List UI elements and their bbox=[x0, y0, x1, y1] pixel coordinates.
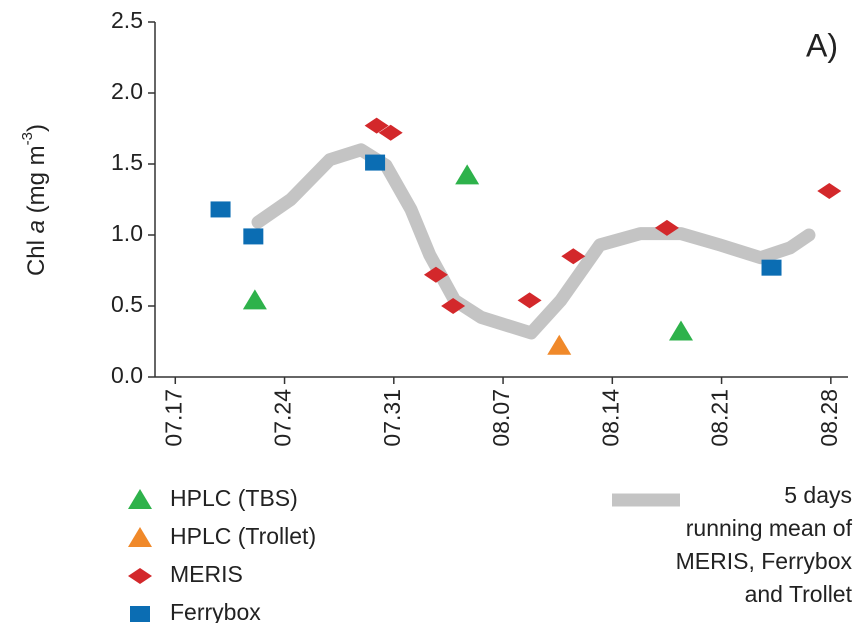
y-label-part: a bbox=[23, 220, 50, 233]
y-label-part: (mg m bbox=[23, 145, 50, 220]
x-tick-label: 07.24 bbox=[270, 389, 296, 447]
square-marker bbox=[761, 259, 782, 276]
diamond-marker bbox=[364, 117, 389, 134]
square-marker bbox=[365, 154, 386, 171]
running-mean-line bbox=[251, 143, 816, 340]
y-label-part: Chl bbox=[23, 233, 50, 276]
legend-label: MERIS bbox=[170, 561, 243, 587]
y-tick-label: 2.5 bbox=[111, 7, 143, 33]
diamond-marker bbox=[561, 248, 586, 265]
diamond-marker bbox=[423, 266, 448, 283]
legend-label: Ferrybox bbox=[170, 599, 261, 623]
diamond-marker bbox=[128, 568, 152, 584]
legend-line-text: running mean of bbox=[686, 515, 853, 541]
legend-label: 5 days running mean of MERIS, Ferrybox and … bbox=[676, 482, 853, 607]
y-tick-label: 0.5 bbox=[111, 291, 143, 317]
square-marker bbox=[130, 606, 150, 622]
x-tick-label: 07.17 bbox=[160, 389, 186, 447]
y-label-part: -3 bbox=[19, 132, 36, 145]
diamond-marker bbox=[378, 124, 403, 141]
y-tick-label: 1.0 bbox=[111, 220, 143, 246]
square-marker bbox=[243, 228, 264, 245]
square-marker bbox=[210, 201, 231, 218]
legend-line-text: MERIS, Ferrybox bbox=[676, 548, 853, 574]
panel-label: A) bbox=[806, 27, 838, 63]
triangle-marker bbox=[128, 527, 152, 547]
diamond-marker bbox=[441, 298, 466, 314]
y-axis-label: Chl a (mg m-3) bbox=[19, 124, 50, 276]
y-tick-label: 1.5 bbox=[111, 149, 143, 175]
triangle-marker bbox=[668, 320, 693, 341]
x-tick-label: 08.21 bbox=[707, 389, 733, 447]
x-tick-label: 07.31 bbox=[379, 389, 405, 447]
y-tick-label: 2.0 bbox=[111, 78, 143, 104]
diamond-marker bbox=[817, 182, 842, 199]
legend-line-text: 5 days bbox=[784, 482, 852, 508]
x-tick-label: 08.07 bbox=[488, 389, 514, 447]
diamond-marker bbox=[517, 292, 542, 309]
y-label-part: ) bbox=[23, 124, 50, 132]
x-tick-label: 08.28 bbox=[816, 389, 842, 447]
y-tick-label: 0.0 bbox=[111, 362, 143, 388]
triangle-marker bbox=[242, 289, 267, 310]
triangle-marker bbox=[128, 489, 152, 509]
legend-line-text: and Trollet bbox=[745, 581, 853, 607]
x-tick-label: 08.14 bbox=[597, 389, 623, 447]
diamond-marker bbox=[654, 219, 679, 236]
triangle-marker bbox=[455, 164, 480, 185]
triangle-marker bbox=[547, 334, 572, 355]
legend-label: HPLC (Trollet) bbox=[170, 523, 316, 549]
legend-label: HPLC (TBS) bbox=[170, 485, 298, 511]
